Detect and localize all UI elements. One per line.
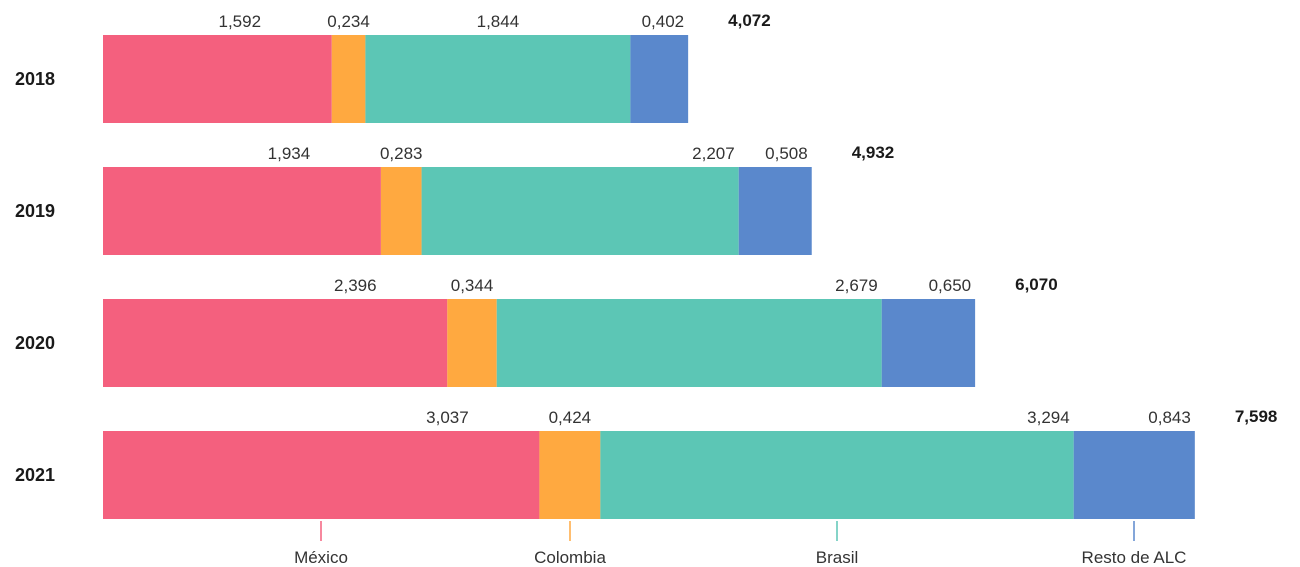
- bar-segment-resto-de-alc-2019: [738, 167, 812, 255]
- bar-segment-colombia-2018: [331, 35, 366, 123]
- value-label: 0,234: [327, 12, 370, 31]
- total-label: 7,598: [1235, 407, 1278, 426]
- value-label: 1,592: [218, 12, 261, 31]
- bar-segment-méxico-2019: [103, 167, 381, 255]
- total-label: 4,932: [852, 143, 895, 162]
- bar-segment-brasil-2019: [421, 167, 739, 255]
- value-label: 2,207: [692, 144, 735, 163]
- value-label: 0,283: [380, 144, 423, 163]
- year-label: 2018: [15, 69, 55, 89]
- year-label: 2020: [15, 333, 55, 353]
- bar-segment-brasil-2020: [496, 299, 882, 387]
- value-label: 0,344: [451, 276, 494, 295]
- total-label: 4,072: [728, 11, 771, 30]
- value-label: 2,679: [835, 276, 878, 295]
- bar-segment-colombia-2019: [380, 167, 422, 255]
- value-label: 3,294: [1027, 408, 1070, 427]
- value-label: 3,037: [426, 408, 469, 427]
- value-label: 1,934: [268, 144, 311, 163]
- legend-label: Resto de ALC: [1082, 548, 1187, 567]
- legend-label: México: [294, 548, 348, 567]
- bar-segment-resto-de-alc-2020: [881, 299, 976, 387]
- bar-segment-brasil-2021: [600, 431, 1074, 519]
- value-label: 0,402: [642, 12, 685, 31]
- bar-segment-resto-de-alc-2021: [1073, 431, 1195, 519]
- value-label: 0,424: [549, 408, 592, 427]
- bar-segment-méxico-2021: [103, 431, 540, 519]
- value-label: 2,396: [334, 276, 377, 295]
- year-label: 2021: [15, 465, 55, 485]
- bar-segment-méxico-2020: [103, 299, 448, 387]
- legend-label: Colombia: [534, 548, 606, 567]
- bar-segment-colombia-2021: [539, 431, 601, 519]
- value-label: 0,843: [1148, 408, 1191, 427]
- value-label: 0,650: [929, 276, 972, 295]
- total-label: 6,070: [1015, 275, 1058, 294]
- bar-segment-resto-de-alc-2018: [630, 35, 689, 123]
- year-label: 2019: [15, 201, 55, 221]
- bar-segment-brasil-2018: [365, 35, 631, 123]
- bar-segment-colombia-2020: [447, 299, 497, 387]
- legend-label: Brasil: [816, 548, 859, 567]
- bar-segment-méxico-2018: [103, 35, 332, 123]
- value-label: 0,508: [765, 144, 808, 163]
- value-label: 1,844: [477, 12, 520, 31]
